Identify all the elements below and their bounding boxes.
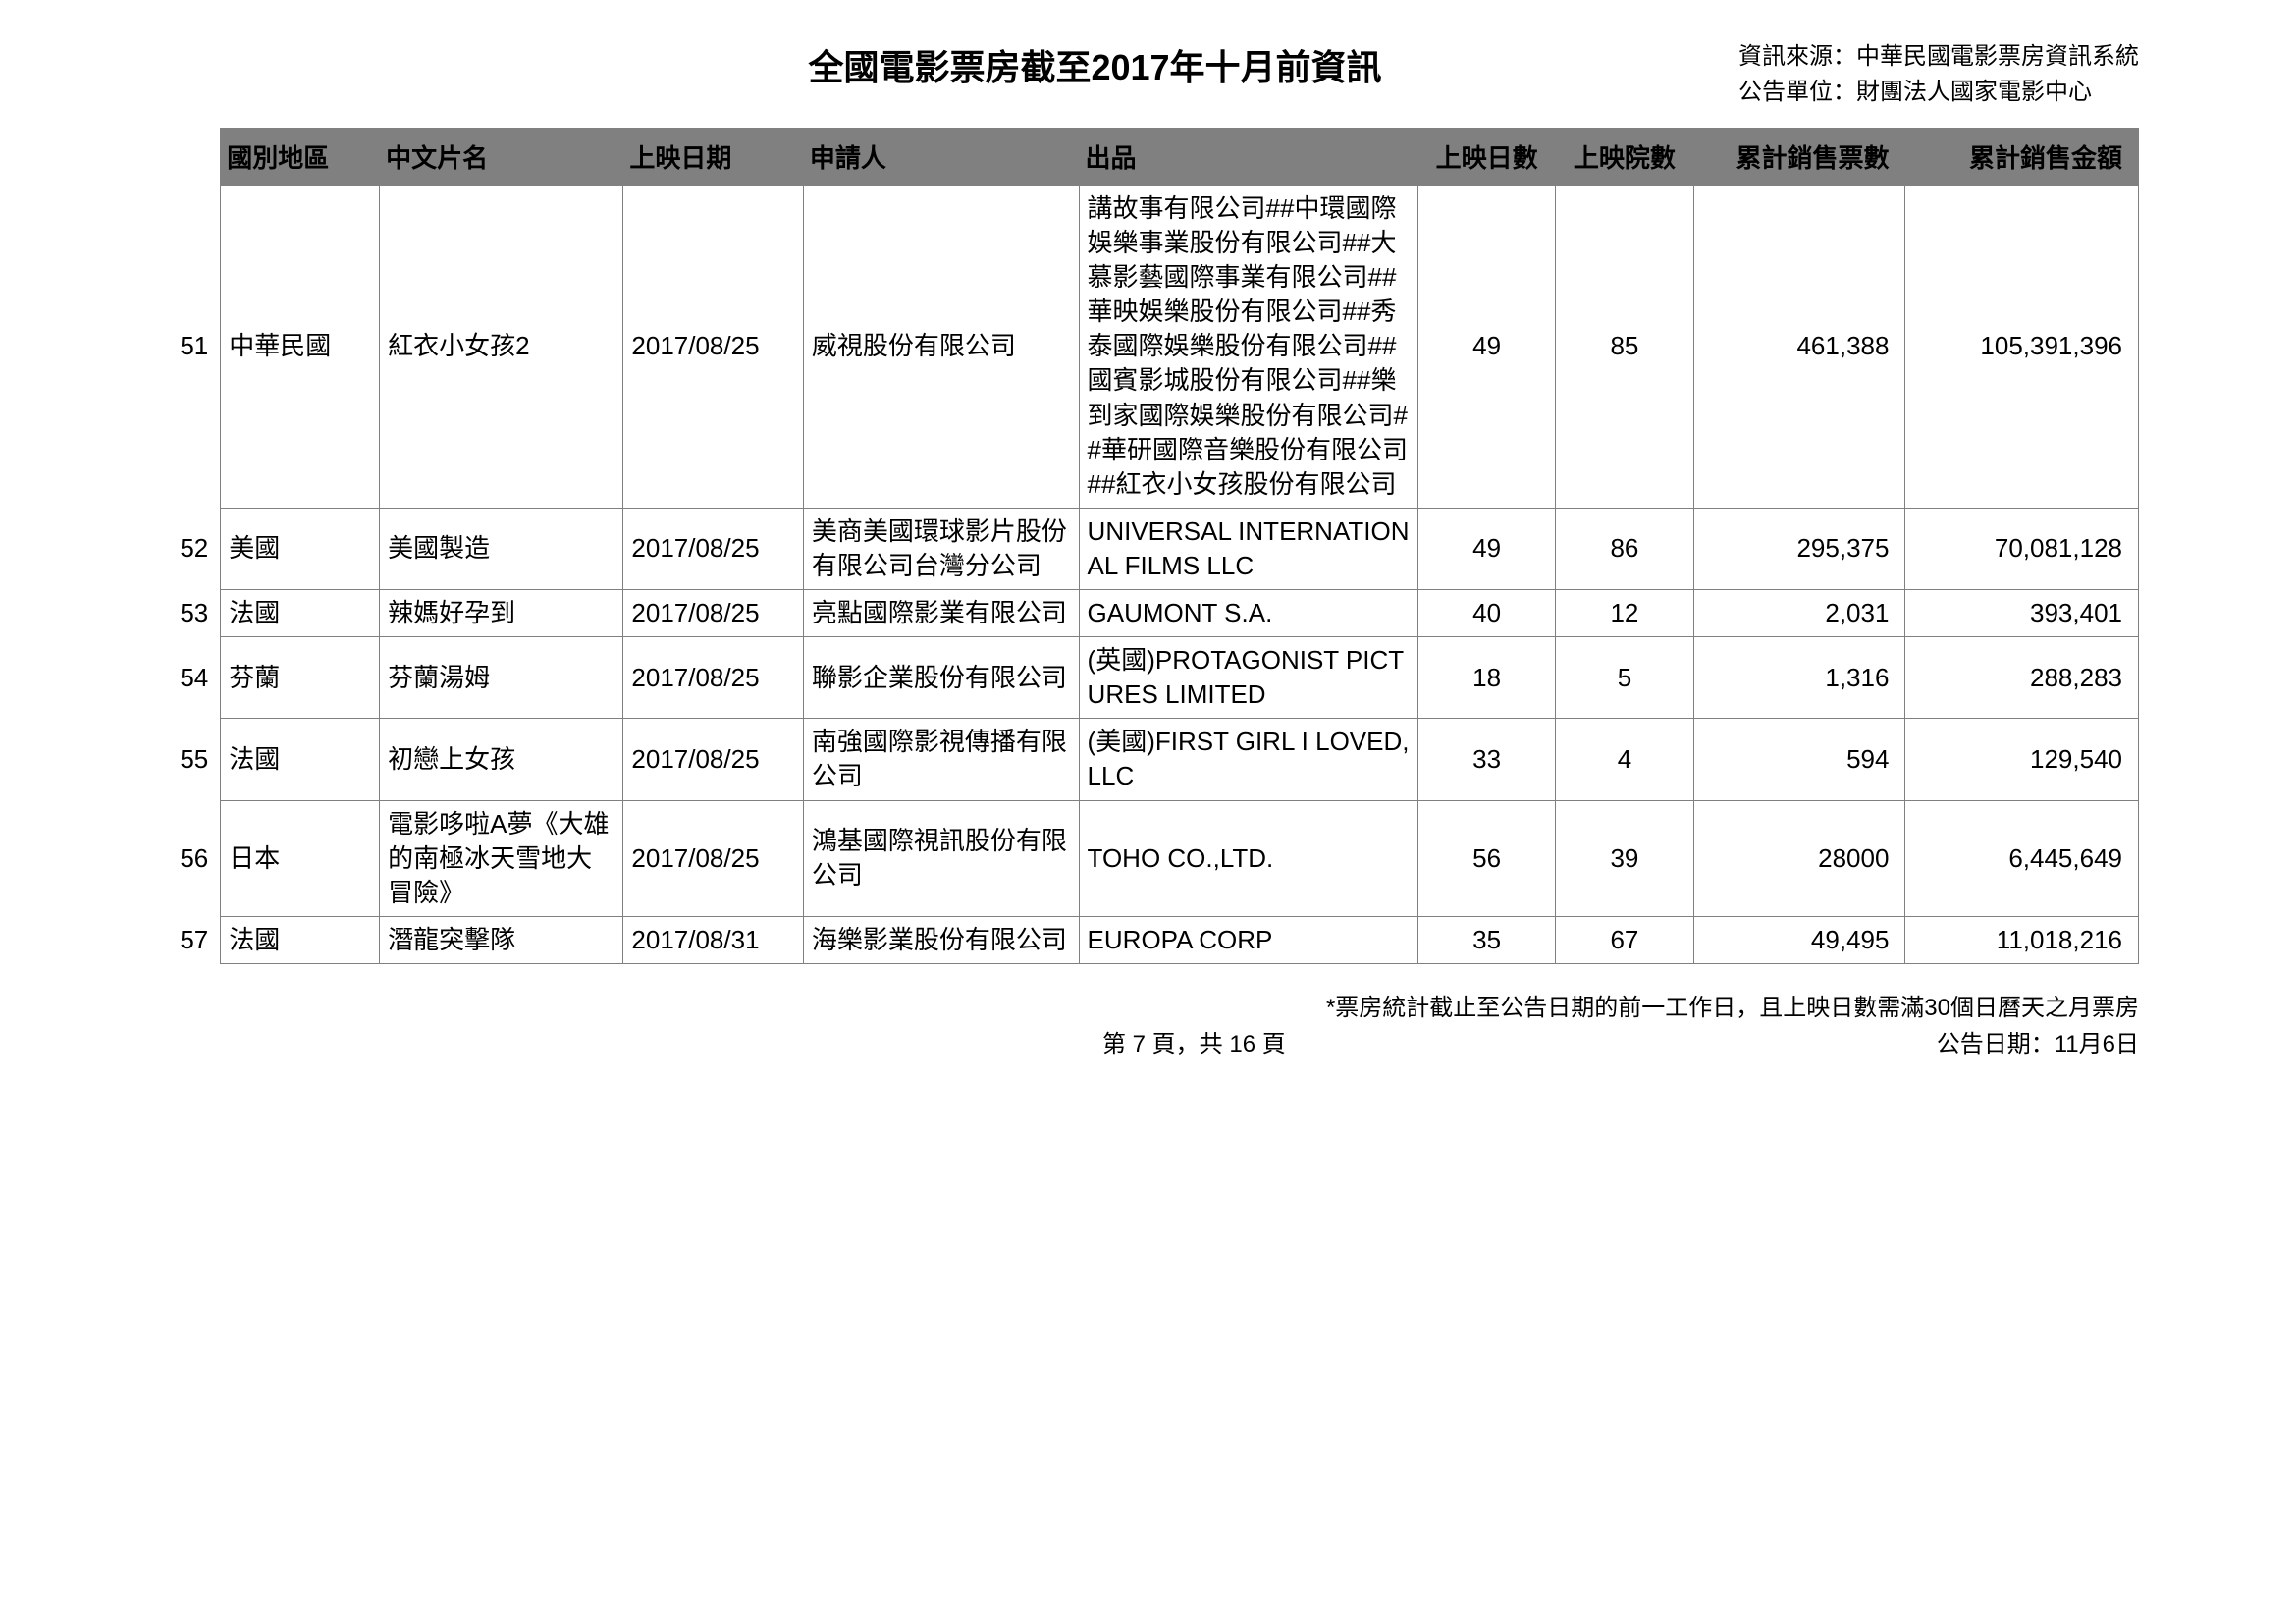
footer-note: *票房統計截止至公告日期的前一工作日，且上映日數需滿30個日曆天之月票房 bbox=[157, 988, 2139, 1022]
cell-title: 美國製造 bbox=[380, 508, 623, 589]
table-row: 54芬蘭芬蘭湯姆2017/08/25聯影企業股份有限公司(英國)PROTAGON… bbox=[157, 637, 2139, 719]
cell-days: 18 bbox=[1417, 637, 1555, 719]
cell-tickets: 1,316 bbox=[1693, 637, 1905, 719]
col-header-theaters: 上映院數 bbox=[1556, 129, 1693, 186]
table-row: 56日本電影哆啦A夢《大雄的南極冰天雪地大冒險》2017/08/25鴻基國際視訊… bbox=[157, 800, 2139, 916]
cell-app: 鴻基國際視訊股份有限公司 bbox=[803, 800, 1079, 916]
cell-days: 49 bbox=[1417, 508, 1555, 589]
table-row: 55法國初戀上女孩2017/08/25南強國際影視傳播有限公司(美國)FIRST… bbox=[157, 719, 2139, 800]
col-header-tickets: 累計銷售票數 bbox=[1693, 129, 1905, 186]
table-header-row: 國別地區 中文片名 上映日期 申請人 出品 上映日數 上映院數 累計銷售票數 累… bbox=[157, 129, 2139, 186]
cell-days: 35 bbox=[1417, 916, 1555, 963]
page-indicator: 第 7 頁，共 16 頁 bbox=[452, 1024, 1937, 1058]
cell-app: 威視股份有限公司 bbox=[803, 186, 1079, 509]
cell-date: 2017/08/25 bbox=[623, 186, 804, 509]
announce-date: 公告日期：11月6日 bbox=[1937, 1024, 2139, 1058]
cell-tickets: 2,031 bbox=[1693, 590, 1905, 637]
cell-prod: 講故事有限公司##中環國際娛樂事業股份有限公司##大慕影藝國際事業有限公司##華… bbox=[1079, 186, 1417, 509]
cell-title: 初戀上女孩 bbox=[380, 719, 623, 800]
cell-tickets: 461,388 bbox=[1693, 186, 1905, 509]
info-box: 資訊來源：中華民國電影票房資訊系統 公告單位：財團法人國家電影中心 bbox=[1738, 39, 2139, 110]
cell-region: 法國 bbox=[221, 916, 380, 963]
cell-amount: 6,445,649 bbox=[1905, 800, 2139, 916]
cell-date: 2017/08/31 bbox=[623, 916, 804, 963]
cell-amount: 70,081,128 bbox=[1905, 508, 2139, 589]
col-header-producer: 出品 bbox=[1079, 129, 1417, 186]
cell-theaters: 39 bbox=[1556, 800, 1693, 916]
cell-region: 芬蘭 bbox=[221, 637, 380, 719]
cell-prod: GAUMONT S.A. bbox=[1079, 590, 1417, 637]
page-title: 全國電影票房截至2017年十月前資訊 bbox=[452, 39, 1738, 90]
cell-theaters: 5 bbox=[1556, 637, 1693, 719]
cell-theaters: 4 bbox=[1556, 719, 1693, 800]
cell-idx: 52 bbox=[157, 508, 221, 589]
cell-date: 2017/08/25 bbox=[623, 719, 804, 800]
box-office-table: 國別地區 中文片名 上映日期 申請人 出品 上映日數 上映院數 累計銷售票數 累… bbox=[157, 128, 2139, 964]
header: 全國電影票房截至2017年十月前資訊 資訊來源：中華民國電影票房資訊系統 公告單… bbox=[157, 39, 2139, 110]
cell-app: 海樂影業股份有限公司 bbox=[803, 916, 1079, 963]
cell-theaters: 67 bbox=[1556, 916, 1693, 963]
cell-prod: EUROPA CORP bbox=[1079, 916, 1417, 963]
cell-region: 法國 bbox=[221, 590, 380, 637]
col-header-amount: 累計銷售金額 bbox=[1905, 129, 2139, 186]
col-header-title: 中文片名 bbox=[380, 129, 623, 186]
cell-idx: 53 bbox=[157, 590, 221, 637]
col-header-days: 上映日數 bbox=[1417, 129, 1555, 186]
info-publisher: 公告單位：財團法人國家電影中心 bbox=[1738, 75, 2139, 110]
cell-app: 南強國際影視傳播有限公司 bbox=[803, 719, 1079, 800]
cell-region: 日本 bbox=[221, 800, 380, 916]
cell-idx: 56 bbox=[157, 800, 221, 916]
cell-app: 美商美國環球影片股份有限公司台灣分公司 bbox=[803, 508, 1079, 589]
cell-region: 中華民國 bbox=[221, 186, 380, 509]
cell-title: 紅衣小女孩2 bbox=[380, 186, 623, 509]
cell-amount: 288,283 bbox=[1905, 637, 2139, 719]
col-header-idx bbox=[157, 129, 221, 186]
cell-prod: UNIVERSAL INTERNATIONAL FILMS LLC bbox=[1079, 508, 1417, 589]
cell-tickets: 295,375 bbox=[1693, 508, 1905, 589]
cell-days: 56 bbox=[1417, 800, 1555, 916]
table-row: 57法國潛龍突擊隊2017/08/31海樂影業股份有限公司EUROPA CORP… bbox=[157, 916, 2139, 963]
cell-idx: 55 bbox=[157, 719, 221, 800]
cell-idx: 51 bbox=[157, 186, 221, 509]
cell-date: 2017/08/25 bbox=[623, 508, 804, 589]
cell-theaters: 85 bbox=[1556, 186, 1693, 509]
cell-idx: 54 bbox=[157, 637, 221, 719]
cell-tickets: 28000 bbox=[1693, 800, 1905, 916]
table-row: 53法國辣媽好孕到2017/08/25亮點國際影業有限公司GAUMONT S.A… bbox=[157, 590, 2139, 637]
col-header-region: 國別地區 bbox=[221, 129, 380, 186]
col-header-applicant: 申請人 bbox=[803, 129, 1079, 186]
cell-days: 40 bbox=[1417, 590, 1555, 637]
cell-prod: (美國)FIRST GIRL I LOVED,LLC bbox=[1079, 719, 1417, 800]
cell-date: 2017/08/25 bbox=[623, 590, 804, 637]
table-row: 51中華民國紅衣小女孩22017/08/25威視股份有限公司講故事有限公司##中… bbox=[157, 186, 2139, 509]
cell-amount: 11,018,216 bbox=[1905, 916, 2139, 963]
cell-days: 49 bbox=[1417, 186, 1555, 509]
cell-theaters: 86 bbox=[1556, 508, 1693, 589]
cell-region: 法國 bbox=[221, 719, 380, 800]
table-row: 52美國美國製造2017/08/25美商美國環球影片股份有限公司台灣分公司UNI… bbox=[157, 508, 2139, 589]
footer: *票房統計截止至公告日期的前一工作日，且上映日數需滿30個日曆天之月票房 第 7… bbox=[157, 988, 2139, 1058]
cell-date: 2017/08/25 bbox=[623, 800, 804, 916]
cell-region: 美國 bbox=[221, 508, 380, 589]
cell-date: 2017/08/25 bbox=[623, 637, 804, 719]
cell-idx: 57 bbox=[157, 916, 221, 963]
cell-title: 電影哆啦A夢《大雄的南極冰天雪地大冒險》 bbox=[380, 800, 623, 916]
cell-title: 潛龍突擊隊 bbox=[380, 916, 623, 963]
col-header-date: 上映日期 bbox=[623, 129, 804, 186]
cell-prod: TOHO CO.,LTD. bbox=[1079, 800, 1417, 916]
cell-amount: 105,391,396 bbox=[1905, 186, 2139, 509]
cell-app: 聯影企業股份有限公司 bbox=[803, 637, 1079, 719]
cell-title: 芬蘭湯姆 bbox=[380, 637, 623, 719]
cell-amount: 129,540 bbox=[1905, 719, 2139, 800]
cell-theaters: 12 bbox=[1556, 590, 1693, 637]
cell-app: 亮點國際影業有限公司 bbox=[803, 590, 1079, 637]
cell-tickets: 594 bbox=[1693, 719, 1905, 800]
info-source: 資訊來源：中華民國電影票房資訊系統 bbox=[1738, 39, 2139, 75]
cell-prod: (英國)PROTAGONIST PICTURES LIMITED bbox=[1079, 637, 1417, 719]
cell-days: 33 bbox=[1417, 719, 1555, 800]
cell-title: 辣媽好孕到 bbox=[380, 590, 623, 637]
cell-tickets: 49,495 bbox=[1693, 916, 1905, 963]
cell-amount: 393,401 bbox=[1905, 590, 2139, 637]
